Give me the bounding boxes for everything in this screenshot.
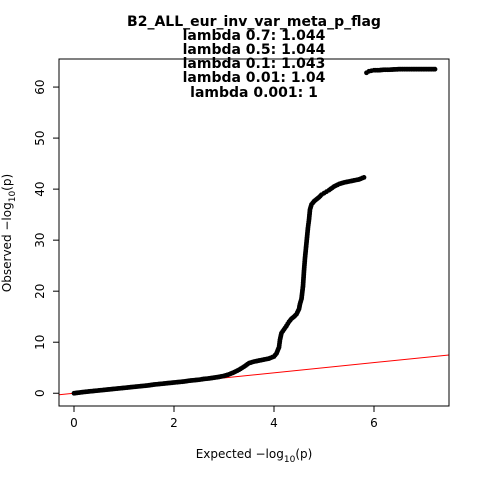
y-axis-title: Observed −log10(p) (0, 174, 18, 292)
plot-frame (58, 58, 450, 407)
chart-title: B2_ALL_eur_inv_var_meta_p_flag (127, 14, 381, 30)
x-axis-title: Expected −log10(p) (196, 447, 313, 465)
chart-title-group: B2_ALL_eur_inv_var_meta_p_flag lambda 0.… (127, 14, 381, 101)
point-series (71, 66, 438, 396)
y-tick-label: 30 (33, 233, 47, 248)
lambda-line-4: lambda 0.01: 1.04 (183, 70, 326, 86)
lambda-line-1: lambda 0.7: 1.044 (183, 28, 326, 44)
x-tick-label: 4 (270, 416, 278, 430)
y-tick-label: 10 (33, 335, 47, 350)
y-axis-title-subscript: 10 (8, 191, 18, 203)
x-axis-title-prefix: Expected −log (196, 447, 284, 461)
lambda-line-3: lambda 0.1: 1.043 (183, 56, 326, 72)
y-tick-label: 40 (33, 181, 47, 196)
data-point (432, 66, 438, 72)
x-tick-label: 6 (370, 416, 378, 430)
x-axis-title-subscript: 10 (284, 455, 296, 465)
y-axis-title-suffix: (p) (0, 174, 14, 191)
data-point (361, 174, 367, 180)
lambda-line-5: lambda 0.001: 1 (190, 85, 318, 101)
y-tick-label: 60 (33, 79, 47, 94)
x-axis-title-suffix: (p) (295, 447, 312, 461)
y-axis-title-prefix: Observed −log (0, 202, 14, 292)
y-tick-label: 0 (33, 389, 47, 397)
x-tick-label: 0 (70, 416, 78, 430)
lambda-line-2: lambda 0.5: 1.044 (183, 42, 326, 58)
y-tick-label: 20 (33, 284, 47, 299)
y-tick-label: 50 (33, 130, 47, 145)
x-tick-label: 2 (170, 416, 178, 430)
